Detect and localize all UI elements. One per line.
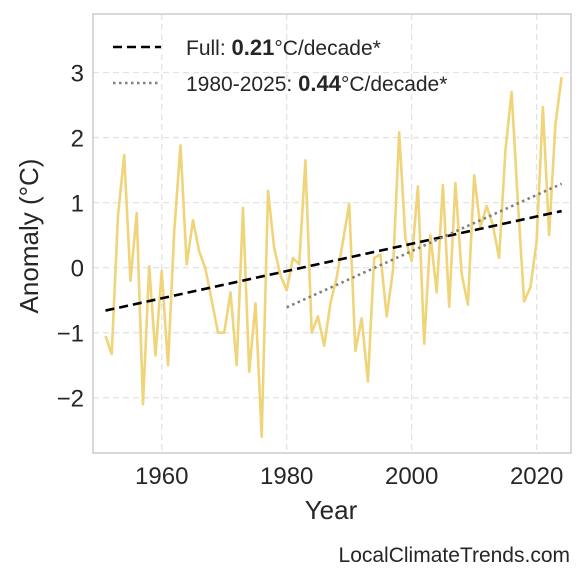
legend: Full: 0.21°C/decade* 1980-2025: 0.44°C/d… (113, 35, 447, 96)
legend-entry-recent: 1980-2025: 0.44°C/decade* (186, 71, 447, 96)
full-trend-line (105, 209, 562, 312)
y-tick-label: −1 (57, 321, 84, 348)
recent-trend-line (286, 182, 563, 309)
y-axis-label: Anomaly (°C) (14, 159, 44, 314)
x-ticks: 1960 1980 2000 2020 (135, 463, 563, 490)
y-tick-label: 3 (71, 61, 84, 88)
y-tick-label: 1 (71, 191, 84, 218)
y-ticks: −2 −1 0 1 2 3 (57, 61, 84, 413)
y-tick-label: 2 (71, 126, 84, 153)
x-tick-label: 2000 (385, 463, 438, 490)
plot-frame (92, 13, 572, 454)
credit-text: LocalClimateTrends.com (339, 544, 570, 567)
x-tick-label: 1960 (135, 463, 188, 490)
y-tick-label: −2 (57, 386, 84, 413)
x-axis-label: Year (305, 495, 358, 525)
grid (93, 14, 571, 453)
x-tick-label: 2020 (510, 463, 563, 490)
anomaly-series-line (104, 76, 563, 439)
y-tick-label: 0 (71, 256, 84, 283)
legend-entry-full: Full: 0.21°C/decade* (186, 35, 381, 60)
x-tick-label: 1980 (260, 463, 313, 490)
